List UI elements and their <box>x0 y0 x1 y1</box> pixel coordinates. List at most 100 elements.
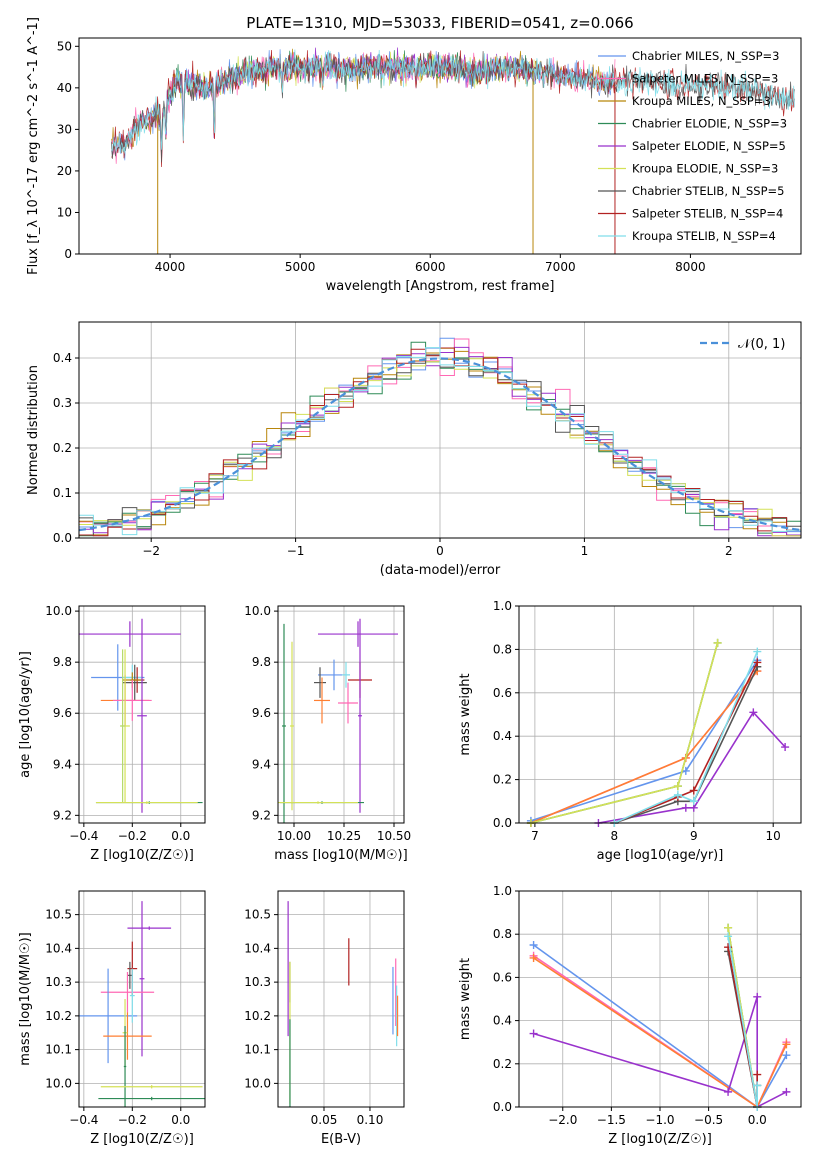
mass_vs_Z-panel: −0.4 −0.2 0.0 10.0 10.1 10.2 10.3 10.4 10.5 Z [lo… <box>18 890 206 1147</box>
y-tick-label: 50 <box>57 39 72 53</box>
legend-label: Salpeter MILES, N_SSP=3 <box>632 72 778 86</box>
weight-marker <box>724 932 733 941</box>
x-axis-label: mass [log10(M/M☉)] <box>274 848 407 863</box>
x-axis-label: Z [log10(Z/Z☉)] <box>90 1132 194 1147</box>
y-tick-label: 9.2 <box>252 808 271 822</box>
x-tick-label: −0.2 <box>118 829 147 843</box>
weight-line <box>727 936 758 1108</box>
weight-marker <box>529 953 538 962</box>
legend-label: Chabrier ELODIE, N_SSP=3 <box>632 117 787 131</box>
weight-line <box>613 651 759 824</box>
axes-frame <box>78 605 206 824</box>
y-tick-label: 30 <box>57 122 72 136</box>
x-axis-label: E(B-V) <box>321 1132 361 1147</box>
legend-label: Chabrier STELIB, N_SSP=5 <box>632 184 784 198</box>
y-tick-label: 10.5 <box>45 908 72 922</box>
y-tick-label: 0.6 <box>493 686 512 700</box>
weight-marker <box>753 1070 762 1079</box>
y-axis-label: mass [log10(M/M☉)] <box>18 932 33 1065</box>
x-tick-label: 4000 <box>155 260 186 274</box>
weight-line <box>530 642 719 824</box>
x-tick-label: 1 <box>581 544 589 558</box>
x-tick-label: 10 <box>766 829 781 843</box>
residuals-plot-area <box>79 337 801 537</box>
y-tick-label: 10.0 <box>45 604 72 618</box>
y-tick-label: 10.2 <box>45 1009 72 1023</box>
weight-marker <box>782 1051 791 1060</box>
x-tick-label: 0.05 <box>311 1113 338 1127</box>
x-tick-label: −1.5 <box>597 1113 626 1127</box>
y-tick-label: 10.3 <box>244 975 271 989</box>
legend-label: Kroupa STELIB, N_SSP=4 <box>632 229 776 243</box>
age_vs_Z-plot-area <box>79 618 203 813</box>
y-tick-label: 10.1 <box>45 1043 72 1057</box>
massweight_vs_Z-panel: −2.0 −1.5 −1.0 −0.5 0.0 0.0 0.2 0.4 0.6 0.8 1.0 Z [… <box>458 884 802 1147</box>
weight-line <box>530 670 758 824</box>
x-axis-label: Z [log10(Z/Z☉)] <box>608 1132 712 1147</box>
y-tick-label: 9.2 <box>53 808 72 822</box>
weight-marker <box>781 743 790 752</box>
weight-marker <box>689 797 698 806</box>
weight-line <box>530 670 758 824</box>
x-tick-label: 0.0 <box>171 1113 190 1127</box>
y-tick-label: 1.0 <box>493 884 512 898</box>
weight-marker <box>689 786 698 795</box>
axes-frame <box>277 890 405 1108</box>
x-tick-label: −1.0 <box>645 1113 674 1127</box>
x-axis-label: wavelength [Angstrom, rest frame] <box>326 279 555 294</box>
weight-line <box>598 710 786 824</box>
y-tick-label: 0.8 <box>493 642 512 656</box>
spectrum-plot-area <box>111 47 795 254</box>
axes-frame <box>518 605 802 824</box>
y-tick-label: 10 <box>57 205 72 219</box>
y-tick-label: 0.2 <box>53 441 72 455</box>
y-tick-label: 0 <box>64 247 72 261</box>
y-tick-label: 9.4 <box>252 757 271 771</box>
x-axis-label: Z [log10(Z/Z☉)] <box>90 848 194 863</box>
y-tick-label: 0.2 <box>493 773 512 787</box>
legend-label: 𝒩(0, 1) <box>738 337 785 352</box>
weight-marker <box>749 708 758 717</box>
y-tick-label: 10.1 <box>244 1043 271 1057</box>
legend-label: Salpeter ELODIE, N_SSP=5 <box>632 139 786 153</box>
x-tick-label: 5000 <box>285 260 316 274</box>
weight-marker <box>529 1029 538 1038</box>
y-tick-label: 0.4 <box>493 729 512 743</box>
x-tick-label: 8000 <box>675 260 706 274</box>
axes-frame <box>78 37 802 255</box>
weight-marker <box>753 647 762 656</box>
y-tick-label: 9.6 <box>252 706 271 720</box>
x-tick-label: 9 <box>690 829 698 843</box>
x-tick-label: 0.0 <box>171 829 190 843</box>
y-tick-label: 10.5 <box>244 908 271 922</box>
massweight_vs_age-panel: 7 8 9 10 0.0 0.2 0.4 0.6 0.8 1.0 age [log10(age/yr… <box>458 599 802 863</box>
x-tick-label: 7 <box>531 829 539 843</box>
x-tick-label: 2 <box>725 544 733 558</box>
x-axis-label: (data-model)/error <box>380 563 501 578</box>
axes-frame <box>518 890 802 1108</box>
y-tick-label: 0.4 <box>493 1014 512 1028</box>
weight-marker <box>681 766 690 775</box>
weight-marker <box>713 638 722 647</box>
histogram-series <box>79 347 801 537</box>
y-axis-label: Flux [f_λ 10^-17 erg cm^-2 s^-1 A^-1] <box>26 17 41 275</box>
weight-marker <box>673 790 682 799</box>
x-axis-label: age [log10(age/yr)] <box>597 848 724 863</box>
y-tick-label: 0.0 <box>493 816 512 830</box>
weight-marker <box>782 1087 791 1096</box>
y-tick-label: 0.0 <box>493 1100 512 1114</box>
legend-label: Kroupa MILES, N_SSP=3 <box>632 94 771 108</box>
y-tick-label: 10.4 <box>244 941 271 955</box>
y-axis-label: mass weight <box>458 958 473 1040</box>
weight-marker <box>782 1040 791 1049</box>
y-tick-label: 9.6 <box>53 706 72 720</box>
y-tick-label: 10.3 <box>45 975 72 989</box>
y-tick-label: 10.0 <box>45 1076 72 1090</box>
x-tick-label: −0.4 <box>69 1113 98 1127</box>
x-tick-label: −0.5 <box>694 1113 723 1127</box>
weight-marker <box>673 782 682 791</box>
y-tick-label: 20 <box>57 164 72 178</box>
age_vs_Z-panel: −0.4 −0.2 0.0 9.2 9.4 9.6 9.8 10.0 Z [log10(Z/Z☉… <box>18 604 206 863</box>
x-tick-label: −2.0 <box>548 1113 577 1127</box>
